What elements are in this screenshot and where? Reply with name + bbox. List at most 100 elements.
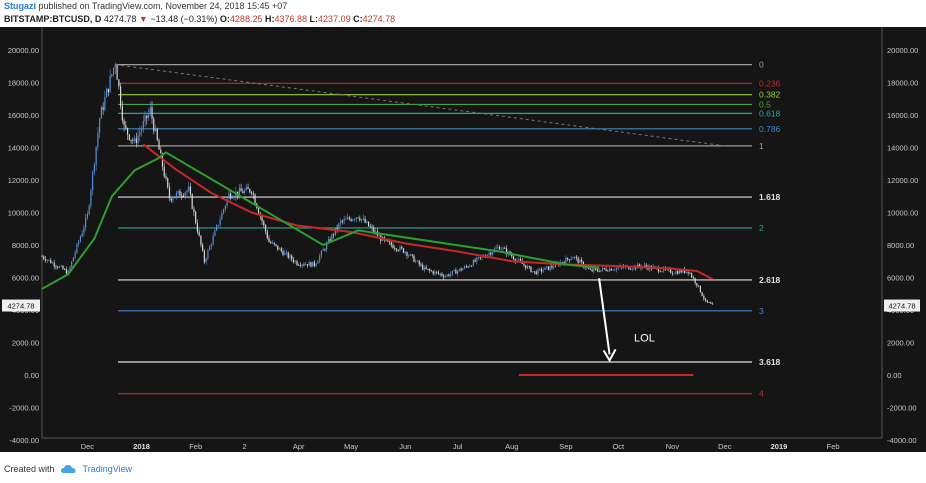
candle-body (533, 271, 536, 273)
symbol-label: BITSTAMP:BTCUSD, D (4, 14, 102, 24)
y-tick-label-right: 18000.00 (887, 79, 918, 88)
candle-body (350, 219, 352, 221)
candle-body (298, 264, 300, 266)
candle-body (179, 190, 181, 196)
candle-body (610, 268, 612, 271)
candle-body (58, 266, 61, 268)
tradingview-link[interactable]: TradingView (82, 464, 133, 474)
candle-body (394, 248, 396, 249)
candle-body (189, 186, 192, 195)
candle-body (64, 269, 66, 270)
candle-body (708, 302, 710, 303)
candle-body (200, 235, 202, 245)
candle-body (275, 244, 277, 246)
candle-body (607, 270, 609, 272)
candle-body (53, 262, 55, 267)
candle-body (322, 249, 324, 251)
y-tick-label-left: 10000.00 (8, 209, 39, 218)
candle-body (221, 212, 223, 220)
candle-body (329, 239, 331, 242)
candle-body (457, 270, 459, 274)
candle-body (472, 260, 474, 266)
candle-body (196, 223, 199, 232)
y-tick-label-left: 8000.00 (12, 241, 39, 250)
candle-body (588, 267, 590, 269)
last-price-badge-right (884, 299, 920, 312)
candle-body (366, 221, 368, 223)
candle-body (65, 269, 68, 274)
candle-body (703, 295, 705, 300)
candle-body (223, 209, 225, 213)
candle-body (128, 134, 130, 140)
high-value: 4376.88 (274, 14, 308, 24)
candle-body (205, 258, 207, 263)
chart-area[interactable]: 20000.00 20000.00 18000.00 18000.00 16000.00… (0, 27, 926, 452)
candle-body (608, 268, 611, 272)
candle-body (565, 257, 567, 264)
candle-body (85, 217, 87, 228)
candle-body (432, 271, 434, 274)
candle-body (146, 115, 148, 119)
fib-level-label: 0.786 (759, 124, 781, 134)
candle-body (74, 252, 76, 258)
candle-body (317, 260, 319, 264)
candle-body (165, 176, 167, 179)
candle-body (331, 234, 333, 242)
candle-body (62, 265, 64, 270)
x-tick-label: 2018 (133, 442, 150, 451)
candle-body (277, 245, 279, 250)
candle-body (659, 271, 661, 273)
candle-body (210, 244, 212, 247)
down-arrow-shaft (598, 278, 611, 355)
candle-body (504, 247, 506, 249)
candle-body (684, 269, 686, 273)
candle-body (242, 191, 244, 194)
candle-body (397, 250, 399, 252)
candle-body (280, 248, 282, 252)
author-link[interactable]: Stugazi (4, 1, 37, 11)
candle-body (577, 257, 579, 263)
symbol-line: BITSTAMP:BTCUSD, D 4274.78 ▼ −13.48 (−0.… (4, 14, 395, 24)
candle-body (554, 263, 557, 268)
candle-body (71, 261, 73, 267)
candle-body (132, 139, 134, 141)
candle-body (673, 273, 675, 275)
candle-body (102, 107, 104, 110)
candle-body (78, 241, 80, 245)
fib-level-label: 1 (759, 141, 764, 151)
candle-body (72, 257, 75, 262)
candle-body (319, 255, 321, 261)
x-tick-label: 2019 (771, 442, 788, 451)
candle-body (437, 272, 440, 274)
y-tick-label-left: 18000.00 (8, 79, 39, 88)
candle-body (701, 292, 703, 296)
candle-body (378, 235, 380, 237)
candle-body (689, 273, 691, 274)
candle-body (593, 268, 595, 272)
x-tick-label: Jun (399, 442, 411, 451)
candle-body (308, 262, 310, 266)
candle-body (453, 269, 455, 271)
candle-body (692, 277, 694, 279)
candle-body (292, 259, 295, 262)
candle-body (408, 255, 410, 257)
candle-body (413, 255, 415, 262)
fib-level-label: 4 (759, 389, 764, 399)
candle-body (137, 135, 139, 144)
y-tick-label-right: 6000.00 (887, 274, 914, 283)
x-tick-label: Aug (505, 442, 518, 451)
y-tick-label-right: 8000.00 (887, 241, 914, 250)
candle-body (97, 132, 99, 147)
candle-body (594, 268, 597, 270)
candle-body (553, 267, 555, 269)
candle-body (116, 65, 118, 80)
candle-body (526, 266, 529, 269)
candle-body (284, 252, 286, 255)
candle-body (615, 267, 618, 270)
candle-body (551, 265, 553, 268)
candle-body (411, 254, 413, 256)
candle-body (498, 246, 501, 250)
candle-body (631, 268, 633, 270)
candle-body (371, 226, 373, 228)
